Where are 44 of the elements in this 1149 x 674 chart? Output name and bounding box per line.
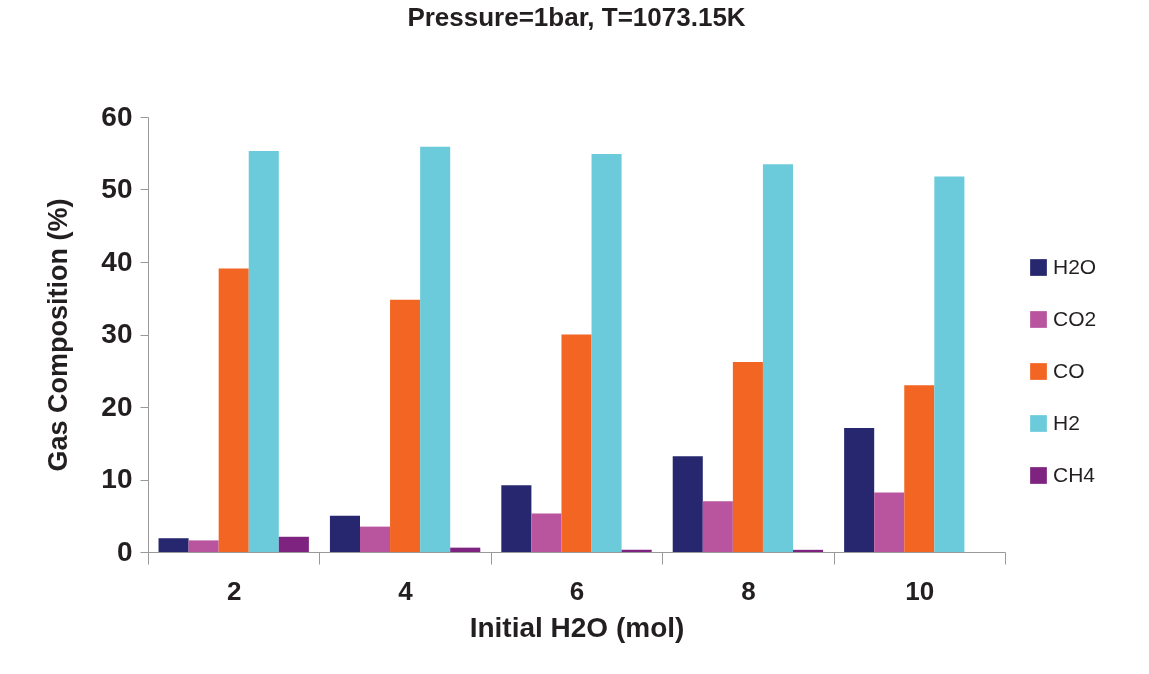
bar [359, 526, 391, 552]
bar [450, 547, 481, 552]
legend-label: H2 [1053, 410, 1080, 434]
y-tick-label: 30 [101, 318, 133, 349]
bar [793, 549, 824, 552]
x-axis-title: Initial H2O (mol) [469, 611, 685, 643]
chart-title: Pressure=1bar, T=1073.15K [407, 2, 746, 32]
x-tick-label: 8 [741, 575, 756, 606]
x-tick-label: 2 [226, 575, 242, 606]
y-tick-label: 20 [101, 390, 133, 422]
bar [390, 299, 421, 552]
bar [501, 485, 532, 552]
legend-label: CO [1053, 358, 1085, 382]
bar [934, 176, 965, 552]
bar [621, 549, 652, 552]
bar [762, 164, 794, 552]
bar [672, 456, 703, 552]
legend-label: H2O [1053, 254, 1097, 278]
bar [904, 385, 935, 552]
bar [732, 362, 763, 552]
legend-label: CH4 [1053, 462, 1096, 486]
bar [561, 334, 592, 552]
bar [218, 268, 249, 552]
y-tick-label: 40 [101, 245, 133, 277]
y-axis-title: Gas Composition (%) [43, 198, 74, 472]
bar [329, 515, 360, 552]
bar [188, 540, 219, 552]
y-tick-label: 50 [101, 173, 133, 204]
bar [591, 153, 622, 552]
bar [158, 538, 189, 552]
x-tick-label: 6 [569, 575, 585, 606]
bar [531, 513, 562, 552]
bar [278, 536, 309, 552]
x-tick-label: 4 [398, 575, 414, 606]
x-tick-label: 10 [905, 575, 935, 606]
bar [420, 146, 451, 552]
y-tick-label: 10 [101, 463, 133, 494]
bar [844, 428, 875, 552]
bar [702, 501, 733, 552]
y-tick-label: 60 [101, 100, 133, 132]
bar [874, 492, 905, 552]
legend-label: CO2 [1053, 306, 1097, 330]
y-tick-label: 0 [116, 535, 133, 567]
bar [248, 151, 279, 552]
